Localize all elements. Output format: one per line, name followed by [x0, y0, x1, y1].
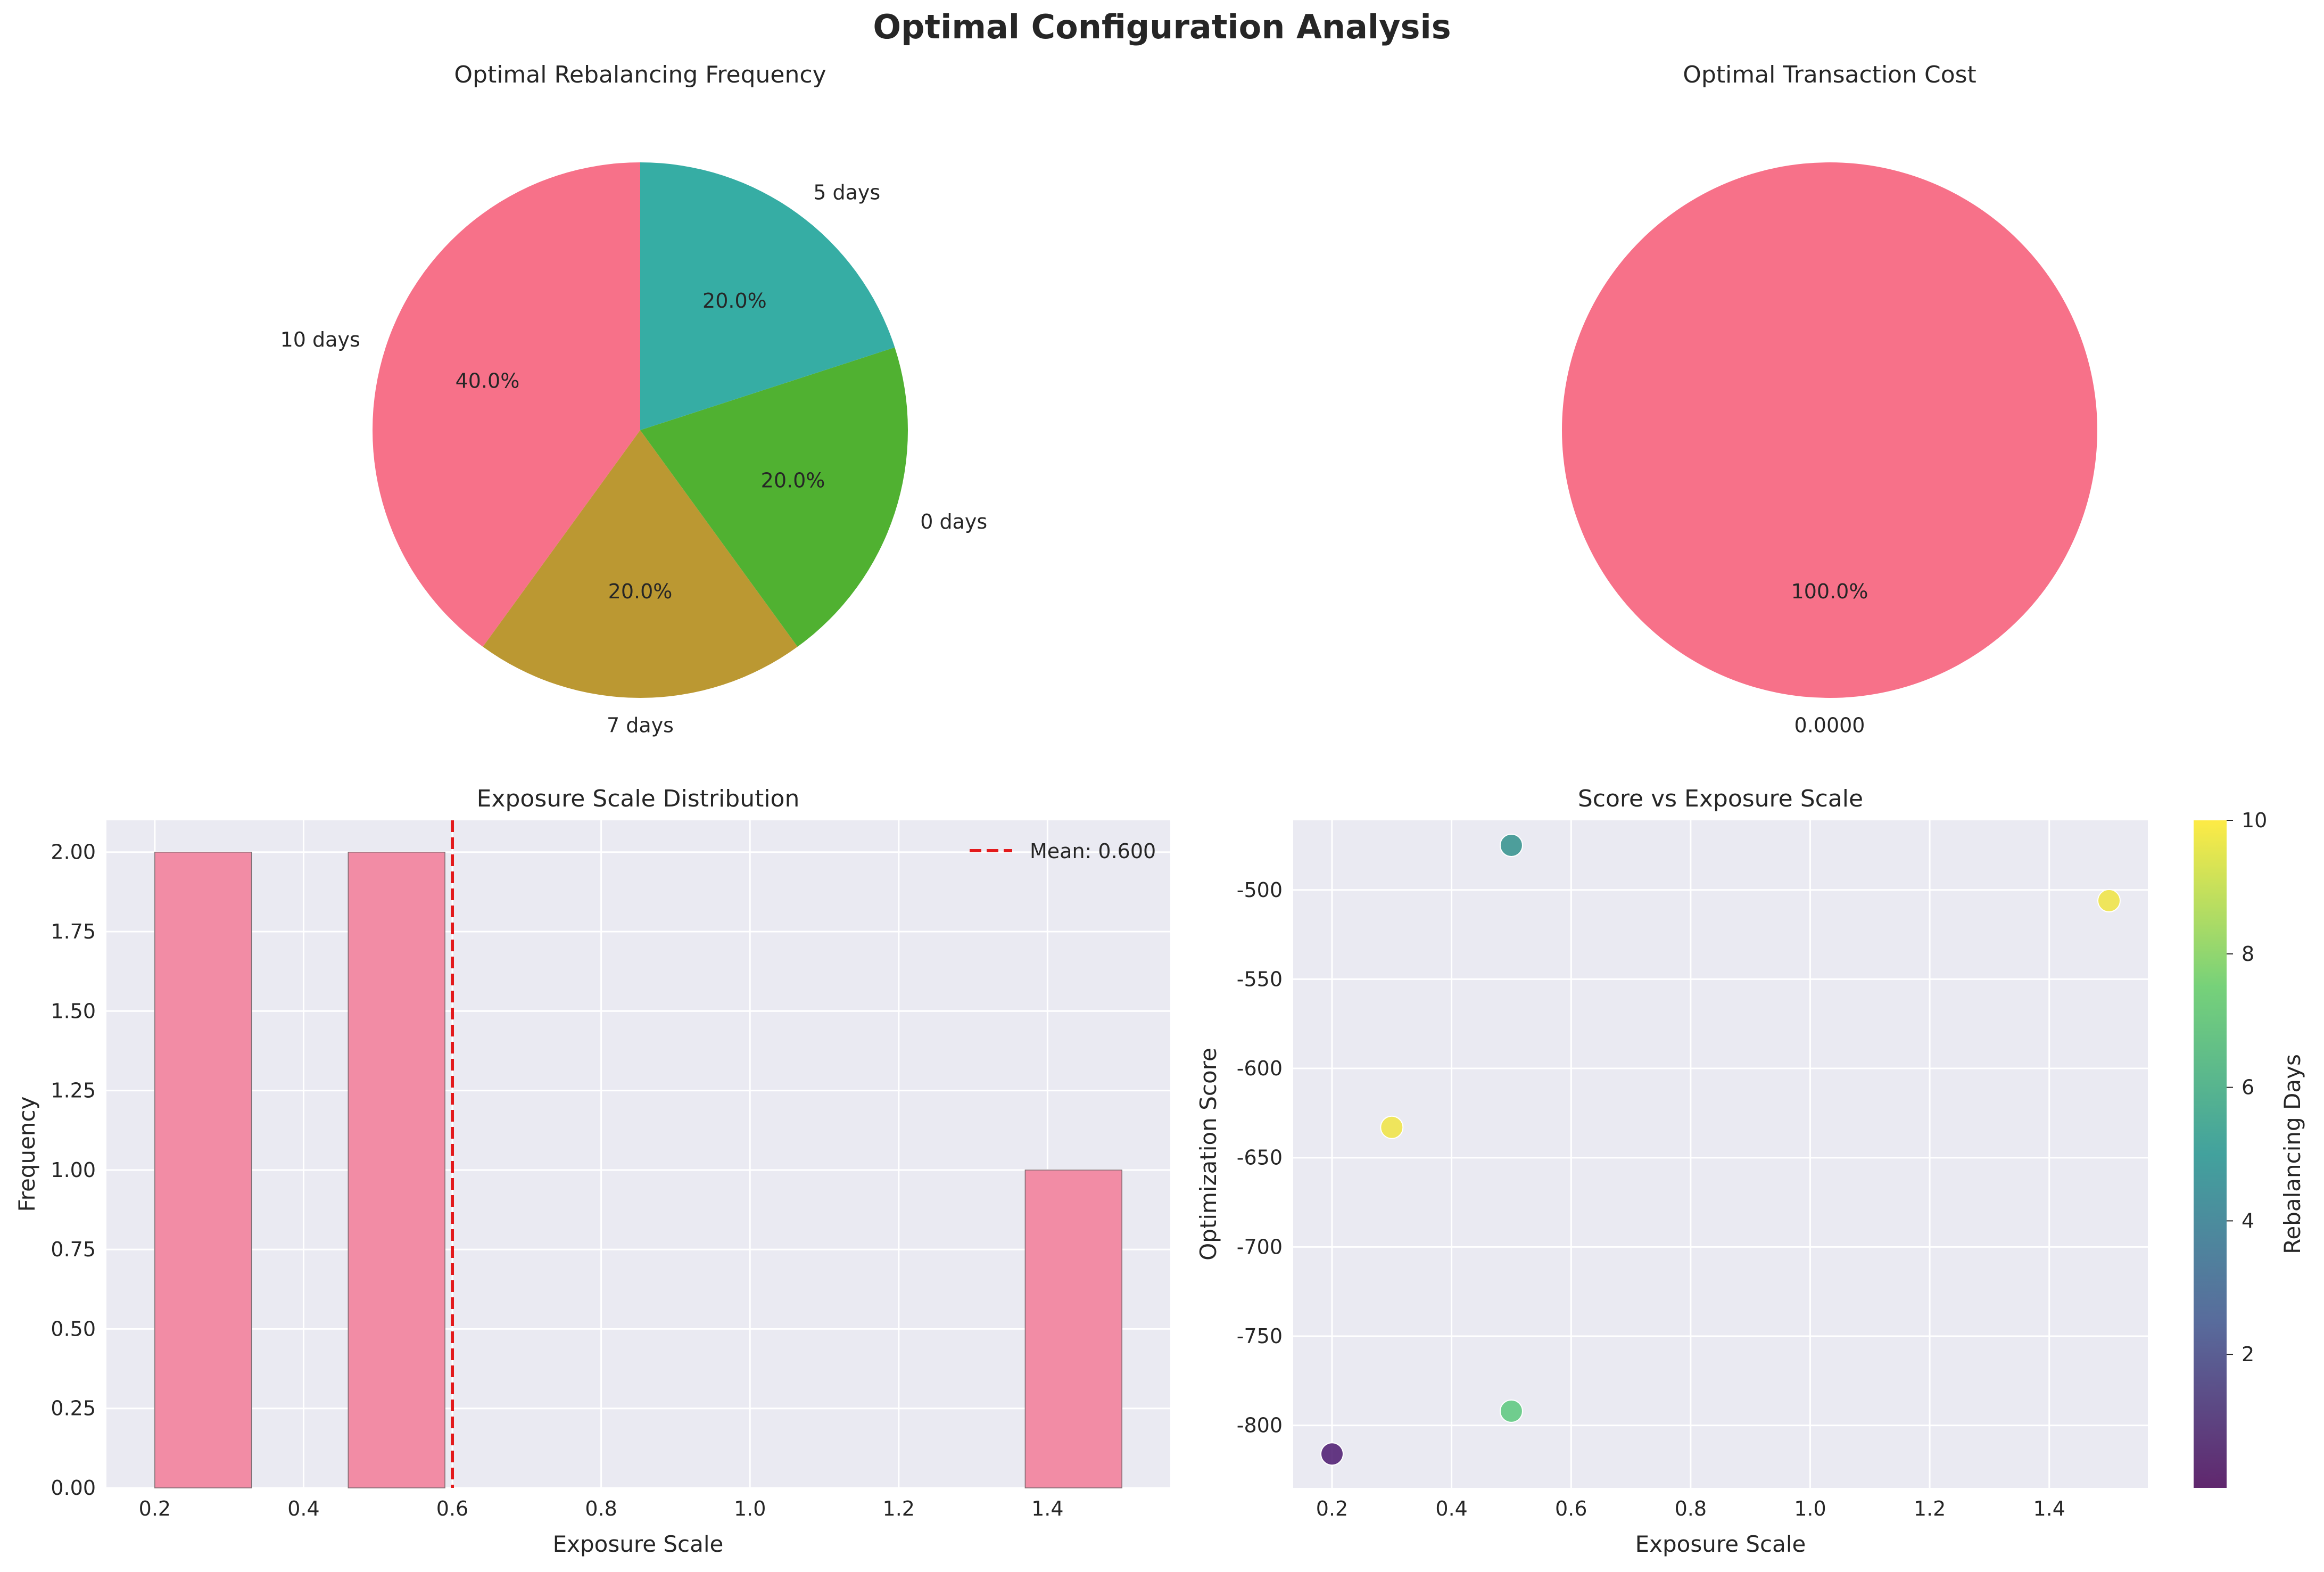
pie-percent-label: 100.0% — [1791, 580, 1868, 603]
histogram-xtick-label: 0.4 — [287, 1497, 319, 1520]
histogram-xtick-label: 0.8 — [585, 1497, 617, 1520]
histogram-ytick-label: 1.75 — [51, 920, 96, 943]
histogram-title: Exposure Scale Distribution — [477, 785, 800, 812]
mean-legend-label: Mean: 0.600 — [1030, 840, 1156, 863]
colorbar-tick-label: 2 — [2242, 1343, 2254, 1366]
histogram-xlabel: Exposure Scale — [553, 1531, 724, 1557]
scatter-xtick-label: 0.2 — [1316, 1497, 1348, 1520]
colorbar — [2194, 820, 2227, 1488]
histogram-bar — [348, 851, 445, 1488]
pie-slice — [640, 162, 895, 430]
scatter-title: Score vs Exposure Scale — [1578, 785, 1863, 812]
pie-percent-label: 40.0% — [456, 369, 520, 393]
scatter-xtick-label: 0.6 — [1555, 1497, 1587, 1520]
scatter-ytick-label: -550 — [1237, 967, 1283, 991]
scatter-point — [1380, 1115, 1404, 1139]
histogram-plot-area — [106, 820, 1170, 1488]
pie-slice — [1562, 162, 2097, 698]
pie-slice — [373, 162, 640, 647]
exposure-histogram: 0.2 0.4 0.6 0.8 1.0 1.2 1.4 0.00 0.25 0.50 0.75 1.… — [14, 785, 1170, 1557]
scatter-xtick-label: 1.2 — [1914, 1497, 1946, 1520]
scatter-xlabel: Exposure Scale — [1635, 1531, 1806, 1557]
colorbar-tick-label: 10 — [2242, 809, 2267, 832]
scatter-ytick-label: -650 — [1237, 1146, 1283, 1170]
scatter-point — [2097, 888, 2121, 912]
histogram-xtick-label: 1.0 — [734, 1497, 766, 1520]
pie-category-label: 0 days — [920, 510, 987, 533]
scatter-point — [1320, 1442, 1344, 1466]
histogram-ylabel: Frequency — [14, 1097, 40, 1212]
pie-category-label: 10 days — [280, 328, 360, 351]
pie2-title: Optimal Transaction Cost — [1683, 61, 1976, 88]
histogram-ytick-label: 0.50 — [51, 1317, 96, 1340]
rebalancing-frequency-pie: Optimal Rebalancing Frequency 40.0% 10 da… — [280, 61, 988, 737]
histogram-xtick-label: 1.4 — [1031, 1497, 1063, 1520]
pie1-title: Optimal Rebalancing Frequency — [454, 61, 826, 88]
scatter-xtick-label: 1.0 — [1794, 1497, 1826, 1520]
pie-percent-label: 20.0% — [761, 468, 825, 492]
pie-slice — [483, 430, 798, 698]
pie-percent-label: 20.0% — [702, 289, 767, 312]
transaction-cost-pie: Optimal Transaction Cost 100.0% 0.0000 — [1562, 61, 2097, 737]
histogram-ytick-label: 1.50 — [51, 999, 96, 1023]
scatter-xtick-label: 0.4 — [1435, 1497, 1467, 1520]
pie-category-label: 5 days — [813, 180, 880, 204]
histogram-ytick-label: 2.00 — [51, 841, 96, 864]
histogram-xtick-label: 0.6 — [436, 1497, 468, 1520]
scatter-point — [1499, 833, 1523, 857]
histogram-xtick-label: 1.2 — [883, 1497, 915, 1520]
scatter-ytick-label: -700 — [1237, 1235, 1283, 1258]
pie-category-label: 0.0000 — [1794, 713, 1865, 737]
scatter-ytick-label: -800 — [1237, 1414, 1283, 1437]
scatter-xtick-label: 0.8 — [1675, 1497, 1707, 1520]
scatter-ytick-label: -500 — [1237, 878, 1283, 902]
scatter-ylabel: Optimization Score — [1195, 1048, 1221, 1261]
histogram-ytick-label: 0.75 — [51, 1238, 96, 1261]
histogram-ytick-label: 0.00 — [51, 1476, 96, 1500]
colorbar-label: Rebalancing Days — [2279, 1054, 2305, 1254]
pie-slice — [640, 347, 908, 647]
colorbar-tick-label: 4 — [2242, 1209, 2254, 1232]
histogram-xtick-label: 0.2 — [139, 1497, 171, 1520]
scatter-plot-area — [1293, 820, 2148, 1488]
scatter-xtick-label: 1.4 — [2033, 1497, 2065, 1520]
histogram-bar — [154, 851, 252, 1488]
histogram-ytick-label: 1.25 — [51, 1079, 96, 1102]
figure-title: Optimal Configuration Analysis — [873, 7, 1451, 46]
histogram-bar — [1024, 1170, 1122, 1488]
histogram-legend: Mean: 0.600 — [970, 840, 1156, 863]
pie-percent-label: 20.0% — [608, 580, 673, 603]
histogram-ytick-label: 0.25 — [51, 1397, 96, 1420]
score-scatter: 0.2 0.4 0.6 0.8 1.0 1.2 1.4 -500 -550 -600 -650 -7… — [1195, 785, 2305, 1557]
histogram-ytick-label: 1.00 — [51, 1158, 96, 1182]
scatter-ytick-label: -600 — [1237, 1057, 1283, 1080]
pie-category-label: 7 days — [607, 713, 674, 737]
colorbar-tick-label: 6 — [2242, 1076, 2254, 1099]
scatter-ytick-label: -750 — [1237, 1324, 1283, 1348]
colorbar-tick-label: 8 — [2242, 942, 2254, 966]
scatter-point — [1499, 1399, 1523, 1423]
